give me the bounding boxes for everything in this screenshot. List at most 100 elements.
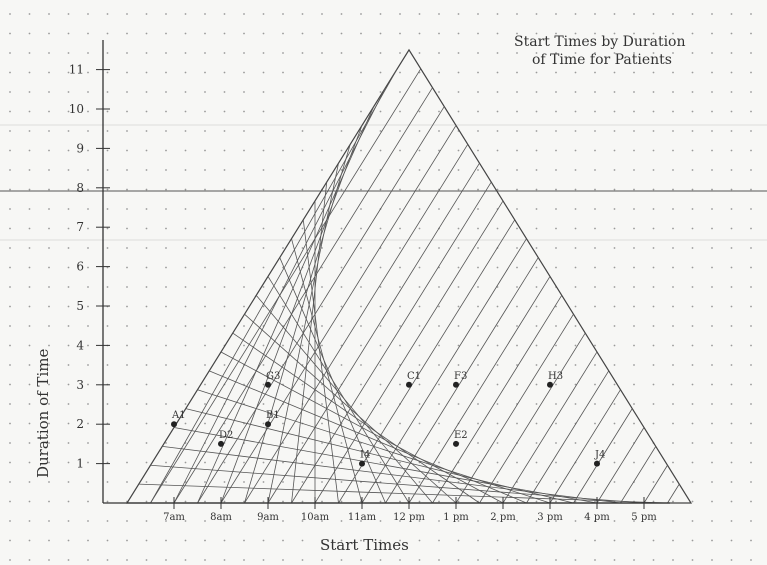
paper-dot	[477, 286, 479, 288]
paper-dot	[340, 91, 343, 93]
paper-dot	[555, 266, 557, 269]
paper-dot	[126, 208, 128, 210]
data-point-label: I4	[360, 450, 370, 461]
paper-dot	[223, 169, 226, 171]
paper-dot	[184, 32, 187, 35]
paper-dot	[243, 266, 245, 269]
paper-dot	[399, 91, 401, 93]
paper-dot	[321, 286, 323, 288]
paper-dot	[750, 286, 752, 288]
paper-dot	[379, 71, 382, 74]
paper-dot	[613, 247, 616, 249]
lattice-line	[385, 257, 539, 504]
paper-dot	[691, 266, 694, 269]
paper-dot	[555, 383, 557, 386]
paper-dot	[282, 188, 284, 191]
lattice-line	[643, 465, 668, 504]
paper-dot	[535, 344, 538, 347]
paper-dot	[106, 481, 109, 483]
paper-dot	[633, 149, 635, 152]
paper-dot	[9, 130, 11, 132]
paper-dot	[516, 169, 518, 171]
paper-dot	[516, 422, 518, 425]
paper-dot	[672, 52, 674, 54]
paper-dot	[711, 71, 713, 74]
paper-dot	[126, 247, 128, 249]
paper-dot	[360, 71, 362, 74]
paper-dot	[535, 227, 538, 230]
paper-dot	[282, 149, 284, 152]
paper-dot	[399, 422, 401, 425]
paper-dot	[28, 227, 31, 230]
data-point-label: C1	[407, 371, 421, 382]
paper-dot	[67, 71, 70, 74]
paper-dot	[243, 227, 245, 230]
paper-dot	[711, 91, 713, 93]
paper-dot	[340, 247, 343, 249]
paper-dot	[496, 500, 499, 503]
paper-dot	[477, 520, 479, 522]
paper-dot	[691, 305, 694, 308]
paper-dot	[301, 110, 304, 113]
paper-dot	[574, 32, 577, 35]
paper-dot	[399, 227, 401, 230]
paper-dot	[340, 500, 343, 503]
paper-dot	[477, 461, 479, 464]
paper-dot	[633, 344, 635, 347]
paper-dot	[282, 52, 284, 54]
paper-dot	[399, 52, 401, 54]
paper-dot	[165, 149, 167, 152]
paper-dot	[243, 169, 245, 171]
paper-dot	[652, 71, 655, 74]
x-tick-label: 10am	[301, 512, 330, 523]
paper-dot	[691, 559, 694, 561]
paper-dot	[438, 169, 440, 171]
paper-dot	[711, 130, 713, 132]
paper-dot	[145, 52, 148, 54]
paper-dot	[126, 305, 128, 308]
paper-dot	[360, 344, 362, 347]
paper-dot	[106, 110, 109, 113]
paper-dot	[204, 110, 206, 113]
paper-dot	[672, 344, 674, 347]
paper-dot	[399, 110, 401, 113]
paper-dot	[672, 305, 674, 308]
paper-dot	[67, 403, 70, 405]
paper-dot	[145, 208, 148, 210]
paper-dot	[477, 403, 479, 405]
paper-dot	[165, 71, 167, 74]
paper-dot	[652, 559, 655, 561]
paper-dot	[87, 481, 89, 483]
paper-dot	[87, 247, 89, 249]
paper-dot	[691, 481, 694, 483]
paper-dot	[672, 383, 674, 386]
paper-dot	[516, 91, 518, 93]
paper-dot	[67, 130, 70, 132]
paper-dot	[87, 442, 89, 444]
paper-dot	[633, 188, 635, 191]
paper-dot	[594, 266, 596, 269]
paper-dot	[633, 520, 635, 522]
paper-dot	[613, 188, 616, 191]
paper-dot	[243, 149, 245, 152]
paper-dot	[48, 208, 50, 210]
paper-dot	[750, 227, 752, 230]
paper-dot	[711, 539, 713, 542]
lattice-line	[526, 370, 610, 504]
paper-dot	[496, 442, 499, 444]
paper-dot	[691, 403, 694, 405]
paper-dot	[262, 71, 265, 74]
paper-dot	[594, 130, 596, 132]
paper-dot	[282, 559, 284, 561]
paper-dot	[652, 110, 655, 113]
paper-dot	[633, 383, 635, 386]
paper-dot	[262, 149, 265, 152]
paper-dot	[223, 110, 226, 113]
paper-dot	[262, 461, 265, 464]
paper-dot	[438, 247, 440, 249]
paper-dot	[633, 110, 635, 113]
paper-dot	[145, 344, 148, 347]
paper-dot	[301, 325, 304, 327]
paper-dot	[652, 286, 655, 288]
